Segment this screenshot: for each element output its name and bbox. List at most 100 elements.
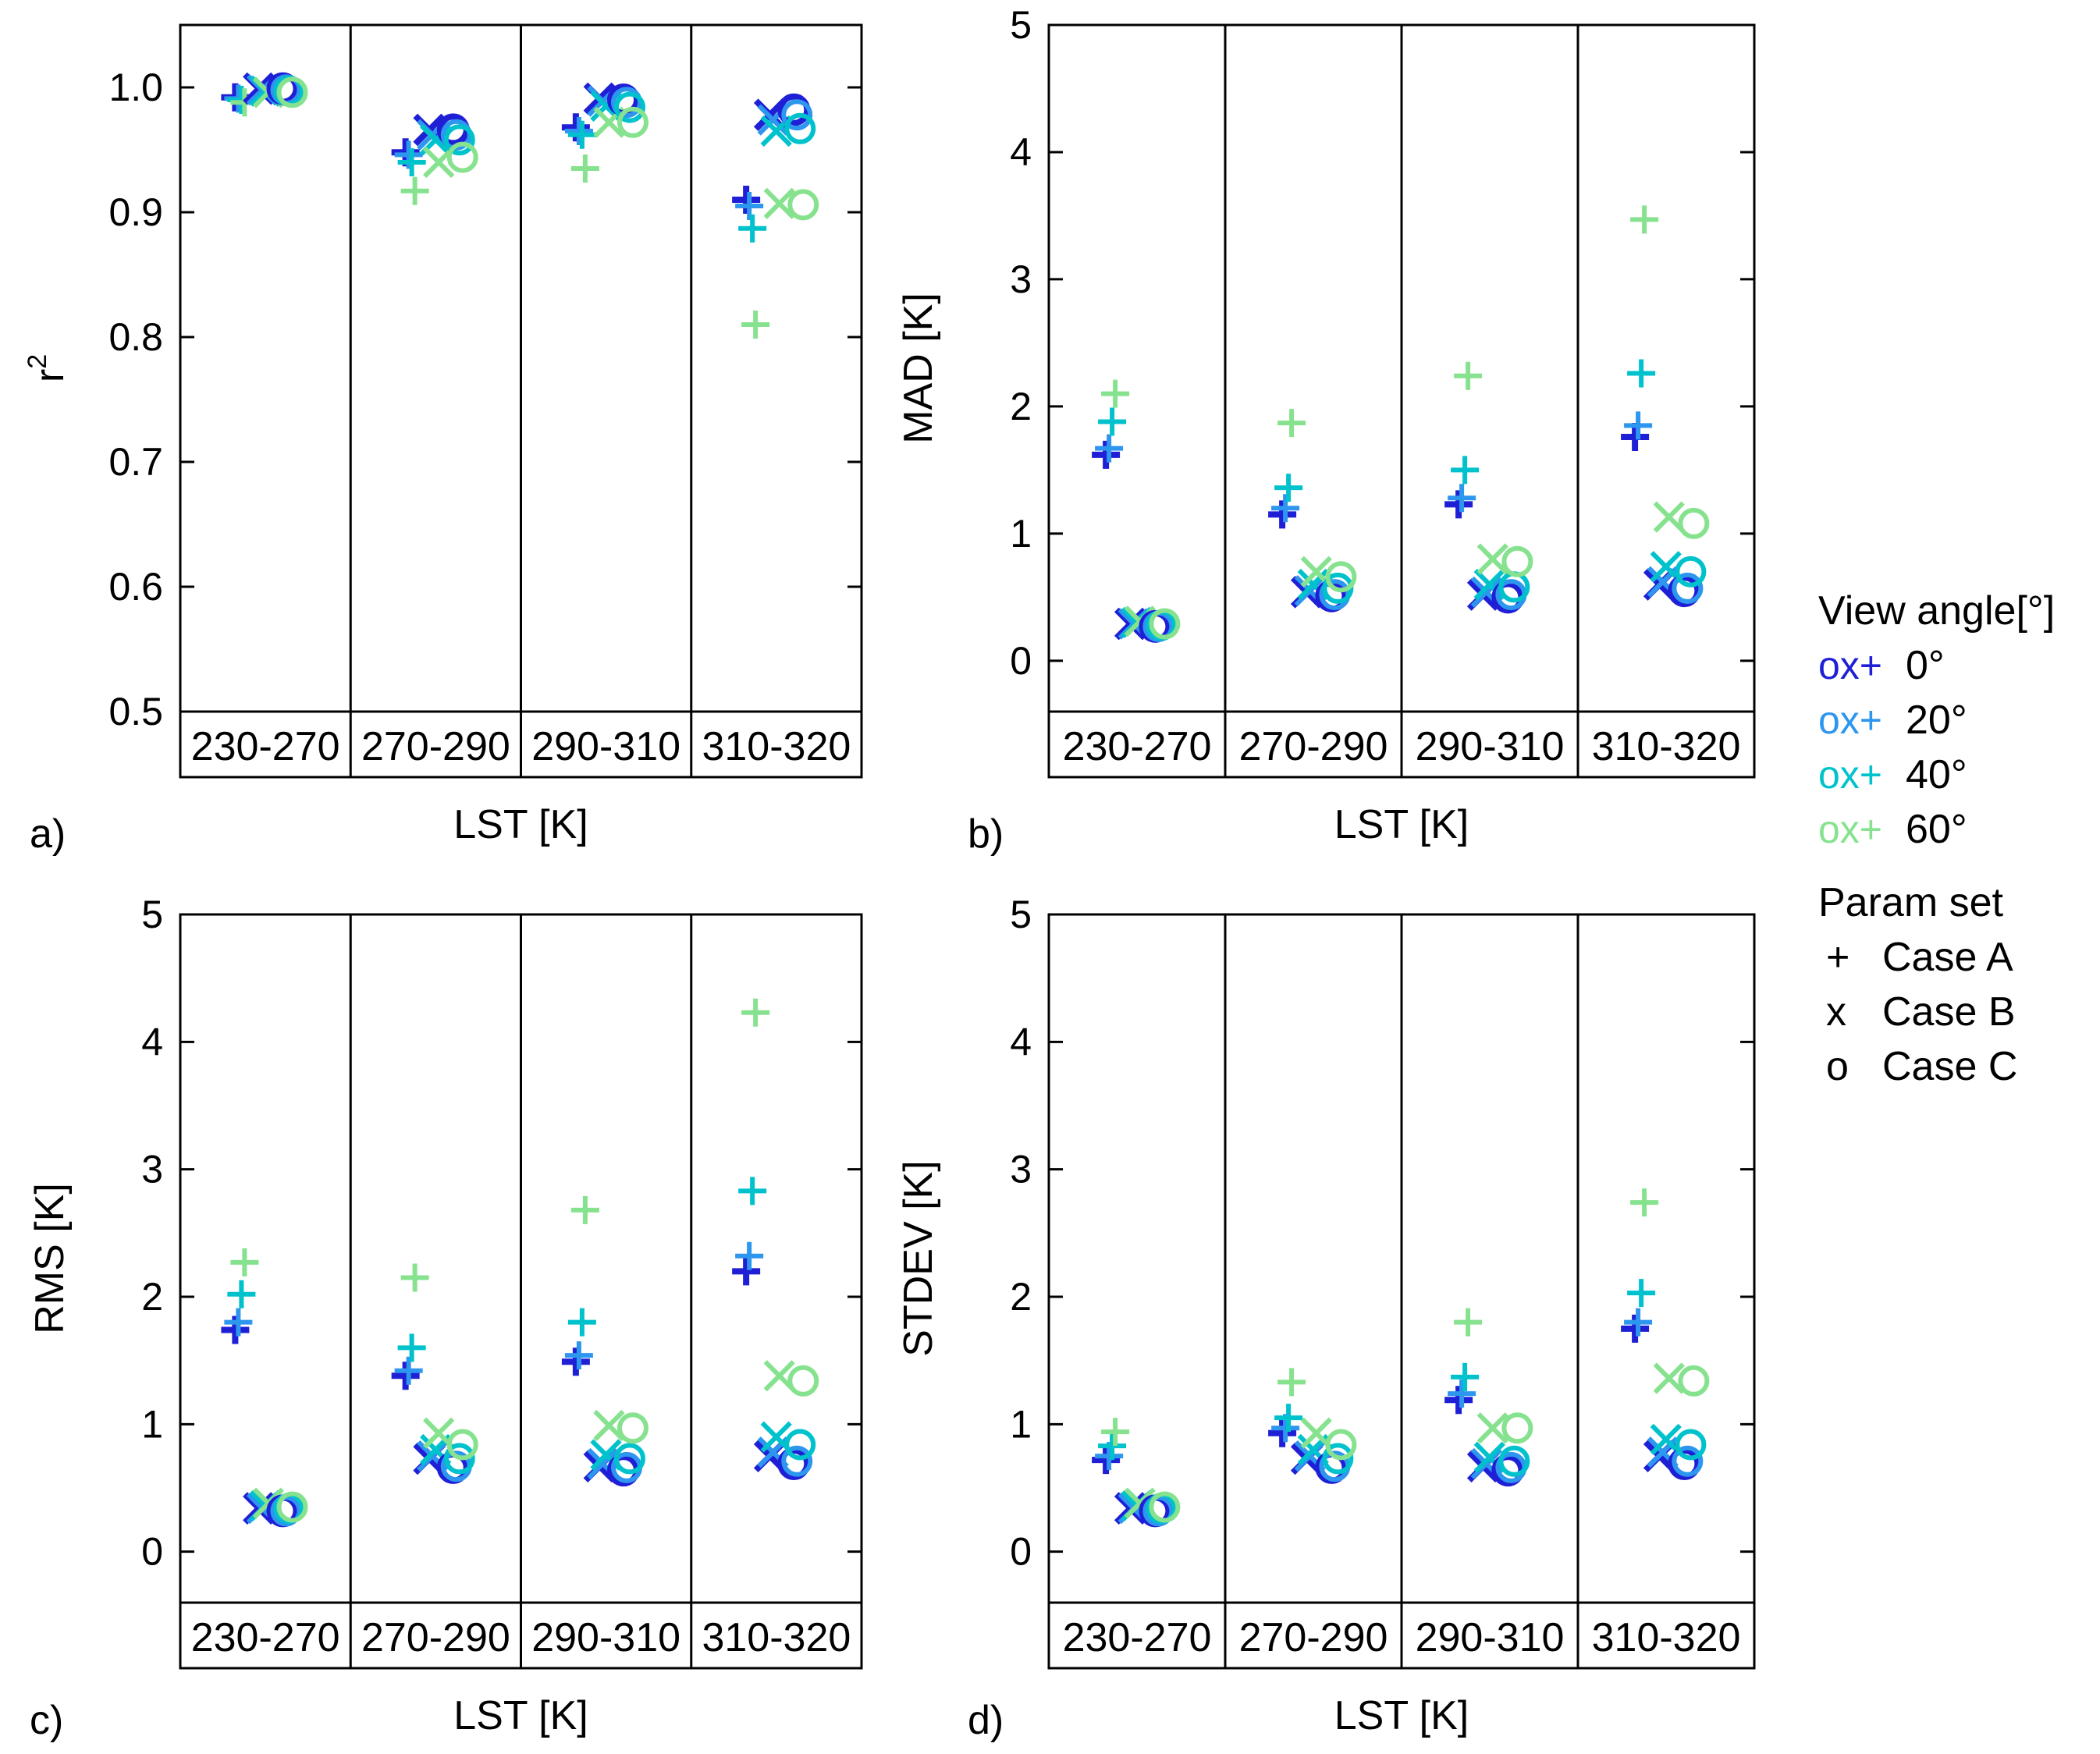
data-point-case-b [1476,1412,1508,1444]
legend: View angle[°]ox+ 0°ox+ 20°ox+ 40°ox+ 60°Para… [1818,588,2055,1089]
data-point-case-c [787,189,819,221]
x-category-label: 310-320 [702,724,851,769]
y-tick-label: 0.9 [108,190,163,234]
data-point-case-c [1325,561,1357,593]
data-point-case-b [1653,1362,1685,1394]
legend-marker-sample: ox+ [1818,753,1882,797]
data-point-case-a [1274,474,1303,502]
cross-b [1470,576,1502,608]
data-point-case-a [567,120,596,149]
data-point-case-c [443,124,475,156]
x-category-label: 310-320 [1592,724,1741,769]
y-tick-label: 5 [141,893,163,936]
data-point-case-c [446,141,478,173]
data-point-case-c [1501,545,1533,577]
cross-b [423,1417,455,1449]
y-tick-label: 0.8 [108,315,163,359]
y-axis-label: r2 [23,354,73,382]
x-axis-label: LST [K] [453,1693,588,1738]
data-point-case-a [391,1362,420,1390]
data-point-case-c [616,106,648,138]
y-axis-label: MAD [K] [896,293,941,444]
panel-label: b) [968,811,1004,857]
y-tick-label: 0.7 [108,440,163,484]
data-point-case-c [1675,1429,1707,1461]
data-point-case-a [397,148,426,176]
data-point-case-a [1624,1308,1653,1337]
data-point-case-c [1325,1429,1357,1461]
data-point-case-b [1476,543,1508,575]
y-tick-label: 3 [1010,1148,1032,1191]
data-point-case-c [1149,608,1181,640]
x-category-label: 270-290 [1239,724,1388,769]
legend-angle-label: 0° [1906,643,1945,688]
y-tick-label: 0 [1010,1530,1032,1574]
data-point-case-a [1448,1379,1476,1408]
data-point-case-a [1101,1418,1130,1447]
data-point-case-c [781,99,813,131]
x-category-label: 230-270 [1063,1615,1212,1660]
y-tick-label: 2 [1010,385,1032,428]
data-point-case-a [1092,440,1121,469]
data-point-case-c [616,1412,648,1444]
legend-case-label: Case A [1882,935,2013,980]
legend-angle-label: 40° [1906,752,1967,797]
legend-case-label: Case C [1882,1044,2017,1089]
x-category-label: 230-270 [191,1615,340,1660]
data-point-case-c [1149,1491,1181,1523]
cross-b [1476,1412,1508,1444]
legend-marker-sample: ox+ [1818,698,1882,742]
data-point-case-c [613,91,645,123]
data-point-case-a [1098,1432,1127,1461]
panel-label: d) [968,1698,1004,1743]
y-axis-label-superscript: 2 [23,354,52,369]
data-point-case-a [741,311,770,339]
x-category-label: 230-270 [191,724,340,769]
panel-label: a) [30,811,66,857]
y-tick-label: 0.6 [108,565,163,609]
legend-case-symbol: x [1826,989,1846,1035]
data-point-case-c [1675,556,1707,588]
data-point-case-a [738,214,767,243]
data-point-case-b [1650,1423,1682,1456]
chart-panel-b: 0 1 2 3 4 5 230-270 270-290 290-310 310-320 LST [K… [896,3,1756,857]
data-point-case-a [561,1347,590,1376]
x-category-label: 290-310 [1416,1615,1565,1660]
x-category-label: 230-270 [1063,724,1212,769]
data-point-case-b [763,187,795,219]
panel-label: c) [30,1698,63,1743]
data-point-case-a [1621,1314,1650,1343]
cross-b [1124,1487,1156,1519]
data-point-case-c [1322,1443,1354,1475]
data-point-case-a [1454,361,1483,390]
data-point-case-c [276,1491,308,1523]
data-point-case-c [781,1445,813,1477]
data-point-case-c [613,1443,645,1475]
legend-case-label: Case B [1882,989,2016,1035]
y-tick-label: 1.0 [108,66,163,109]
data-point-case-a [1630,205,1659,234]
data-point-case-a [1444,490,1473,519]
y-tick-label: 4 [1010,1020,1032,1063]
x-category-label: 290-310 [531,1615,680,1660]
x-category-label: 270-290 [1239,1615,1388,1660]
data-point-case-c [1678,507,1710,539]
data-point-case-a [564,117,593,145]
data-point-case-a [227,1280,256,1308]
data-point-case-a [1454,1308,1483,1337]
cross-b [1476,543,1508,575]
chart-panel-d: 0 1 2 3 4 5 230-270 270-290 290-310 310-320 LST [K… [896,893,1756,1743]
data-point-case-c [784,1429,816,1461]
legend-param-title: Param set [1818,880,2004,925]
legend-angle-label: 60° [1906,807,1967,852]
y-tick-label: 0.5 [108,690,163,733]
legend-case-symbol: + [1826,935,1849,980]
y-axis-label: RMS [K] [27,1183,73,1334]
data-point-case-a [564,1341,593,1370]
data-point-case-a [570,154,599,183]
x-category-label: 270-290 [361,724,510,769]
data-point-case-a [738,1177,767,1205]
data-point-case-a [735,192,764,220]
data-point-case-c [446,1429,478,1461]
